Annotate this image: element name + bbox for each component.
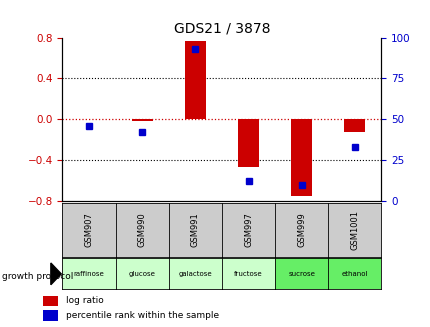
Bar <box>131 119 153 121</box>
Bar <box>43 296 58 306</box>
Text: growth protocol: growth protocol <box>2 272 74 281</box>
Text: raffinose: raffinose <box>74 271 104 277</box>
Text: galactose: galactose <box>178 271 212 277</box>
Text: fructose: fructose <box>233 271 262 277</box>
Polygon shape <box>51 263 61 285</box>
Bar <box>237 119 258 167</box>
Text: glucose: glucose <box>129 271 155 277</box>
Text: GSM1001: GSM1001 <box>350 210 359 250</box>
Text: ethanol: ethanol <box>341 271 367 277</box>
Title: GDS21 / 3878: GDS21 / 3878 <box>173 21 270 35</box>
Text: GSM991: GSM991 <box>190 212 200 247</box>
Text: log ratio: log ratio <box>66 296 103 305</box>
Text: GSM990: GSM990 <box>138 212 146 247</box>
Text: GSM999: GSM999 <box>297 212 305 247</box>
Bar <box>290 119 312 196</box>
Text: GSM997: GSM997 <box>243 212 252 247</box>
Text: sucrose: sucrose <box>288 271 314 277</box>
Text: percentile rank within the sample: percentile rank within the sample <box>66 311 218 320</box>
Bar <box>43 310 58 320</box>
Text: GSM907: GSM907 <box>84 212 93 247</box>
Bar <box>344 119 365 131</box>
Bar <box>184 41 206 119</box>
